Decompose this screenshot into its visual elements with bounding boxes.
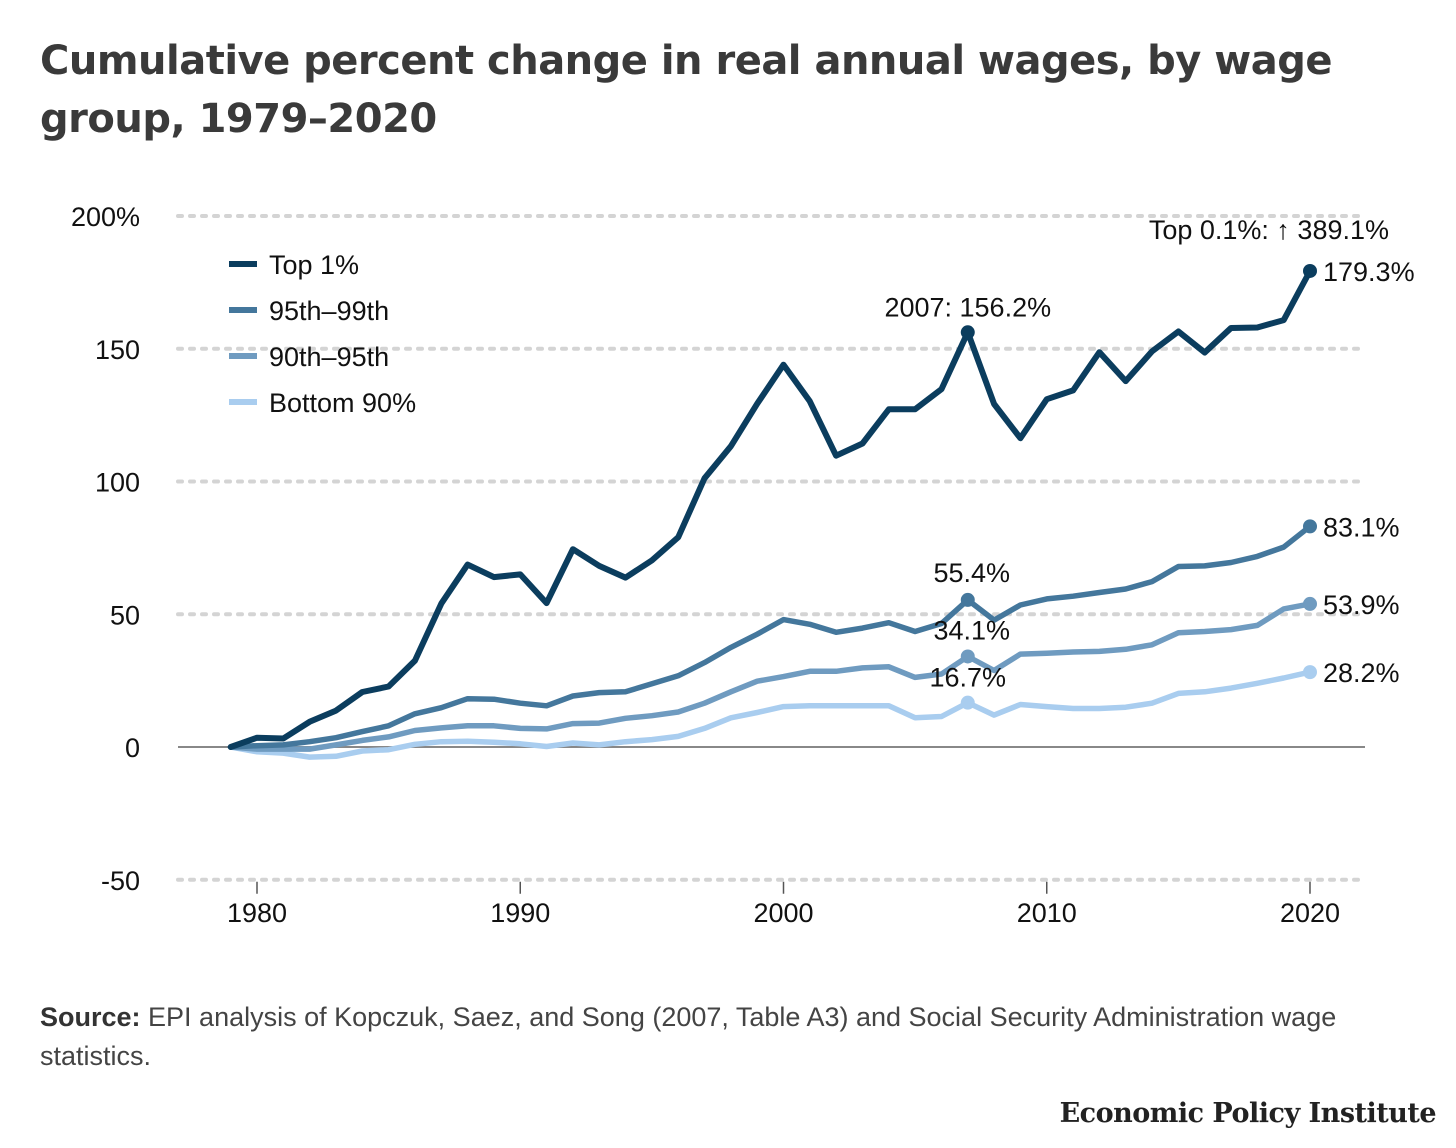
annotation-label-p95_99: 55.4% <box>933 558 1010 588</box>
source-text: EPI analysis of Kopczuk, Saez, and Song … <box>40 1002 1337 1071</box>
y-tick-label: -50 <box>101 866 140 896</box>
annotation-point-top1 <box>960 325 975 340</box>
source-note: Source: EPI analysis of Kopczuk, Saez, a… <box>40 998 1420 1076</box>
annotation-label-top1: 2007: 156.2% <box>884 292 1051 322</box>
series-line-p95_99 <box>227 523 1313 750</box>
labels-layer: 179.3% 83.1% 53.9% 28.2% 2007: 156.2% 55.4% 34… <box>884 215 1414 693</box>
y-tick-label: 0 <box>125 733 140 763</box>
chart-title: Cumulative percent change in real annual… <box>40 38 1332 142</box>
legend: Top 1% 95th–99th 90th–95th Bottom 90% <box>229 250 416 418</box>
legend-label-p95_99: 95th–99th <box>269 296 389 326</box>
end-label-p90_95: 53.9% <box>1323 590 1400 620</box>
end-point-p90_95 <box>1303 596 1317 611</box>
lines-layer <box>227 268 1313 760</box>
annotation-point-bottom90 <box>960 695 975 710</box>
x-tick-label: 2010 <box>1017 898 1077 928</box>
legend-label-bottom90: Bottom 90% <box>269 388 416 418</box>
annotation-label-p90_95: 34.1% <box>933 615 1010 645</box>
end-point-bottom90 <box>1303 665 1317 680</box>
series-line-top1 <box>227 268 1313 750</box>
annotation-point-p90_95 <box>960 649 975 664</box>
grid-layer: 200% 150 100 50 0 -50 1980 1990 2000 2010 2020 <box>71 202 1367 928</box>
end-label-p95_99: 83.1% <box>1323 512 1400 542</box>
y-tick-label: 200% <box>71 202 140 232</box>
end-label-bottom90: 28.2% <box>1323 658 1400 688</box>
x-tick-label: 1980 <box>227 898 287 928</box>
series-line-p90_95 <box>227 601 1313 752</box>
y-tick-label: 150 <box>95 335 140 365</box>
top-note-label: Top 0.1%: ↑ 389.1% <box>1149 215 1389 245</box>
end-point-top1 <box>1303 263 1317 278</box>
annotation-point-p95_99 <box>960 592 975 607</box>
end-point-p95_99 <box>1303 519 1317 534</box>
y-tick-label: 50 <box>110 600 140 630</box>
legend-label-p90_95: 90th–95th <box>269 342 389 372</box>
annotation-label-bottom90: 16.7% <box>929 663 1006 693</box>
publisher-logo: Economic Policy Institute <box>1059 1098 1437 1129</box>
legend-label-top1: Top 1% <box>269 250 359 280</box>
source-label: Source: <box>40 1002 141 1032</box>
x-tick-label: 2000 <box>753 898 813 928</box>
points-layer <box>960 263 1317 710</box>
x-tick-label: 1990 <box>490 898 550 928</box>
x-tick-label: 2020 <box>1280 898 1340 928</box>
series-line-bottom90 <box>227 669 1313 760</box>
y-tick-label: 100 <box>95 468 140 498</box>
end-label-top1: 179.3% <box>1323 257 1415 287</box>
